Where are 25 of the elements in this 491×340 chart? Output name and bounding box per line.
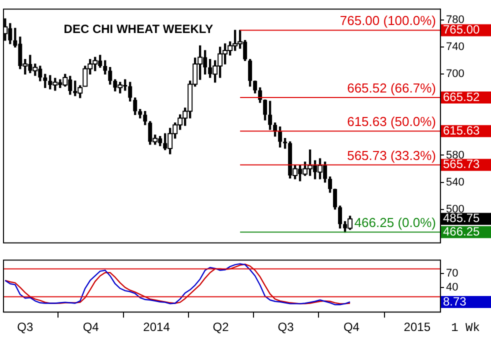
x-tick-label: Q3 xyxy=(278,320,294,334)
text: 565.73 xyxy=(443,157,480,172)
text: 466.25 xyxy=(443,224,480,238)
y-tick-label: 70 xyxy=(446,268,458,280)
text: 485.75 xyxy=(443,211,480,226)
x-tick-label: Q4 xyxy=(82,320,100,334)
y-tick-label: 540 xyxy=(446,176,464,188)
text: DEC CHI WHEAT WEEKLY xyxy=(64,22,214,36)
x-tick-label: Q4 xyxy=(343,320,360,334)
x-tick-label: Q2 xyxy=(212,320,230,334)
text: 8.73 xyxy=(443,294,467,308)
text: 665.52 xyxy=(443,90,480,104)
ref-line-label: 466.25 (0.0%) xyxy=(354,215,436,230)
x-tick-label: Q3 xyxy=(17,320,34,334)
ref-line-label: 665.52 (66.7%) xyxy=(347,80,436,96)
ref-line-label: 765.00 (100.0%) xyxy=(340,13,436,28)
text: 1 Wk xyxy=(451,320,480,335)
x-tick-label: 2014 xyxy=(143,320,170,334)
ref-line-label: 615.63 (50.0%) xyxy=(347,114,436,130)
x-tick-label: 2015 xyxy=(404,320,431,334)
y-tick-label: 40 xyxy=(446,281,458,294)
y-tick-label: 700 xyxy=(446,68,464,80)
ref-line-label: 565.73 (33.3%) xyxy=(347,148,436,163)
text: 615.63 xyxy=(443,123,480,138)
y-tick-label: 740 xyxy=(446,41,464,54)
